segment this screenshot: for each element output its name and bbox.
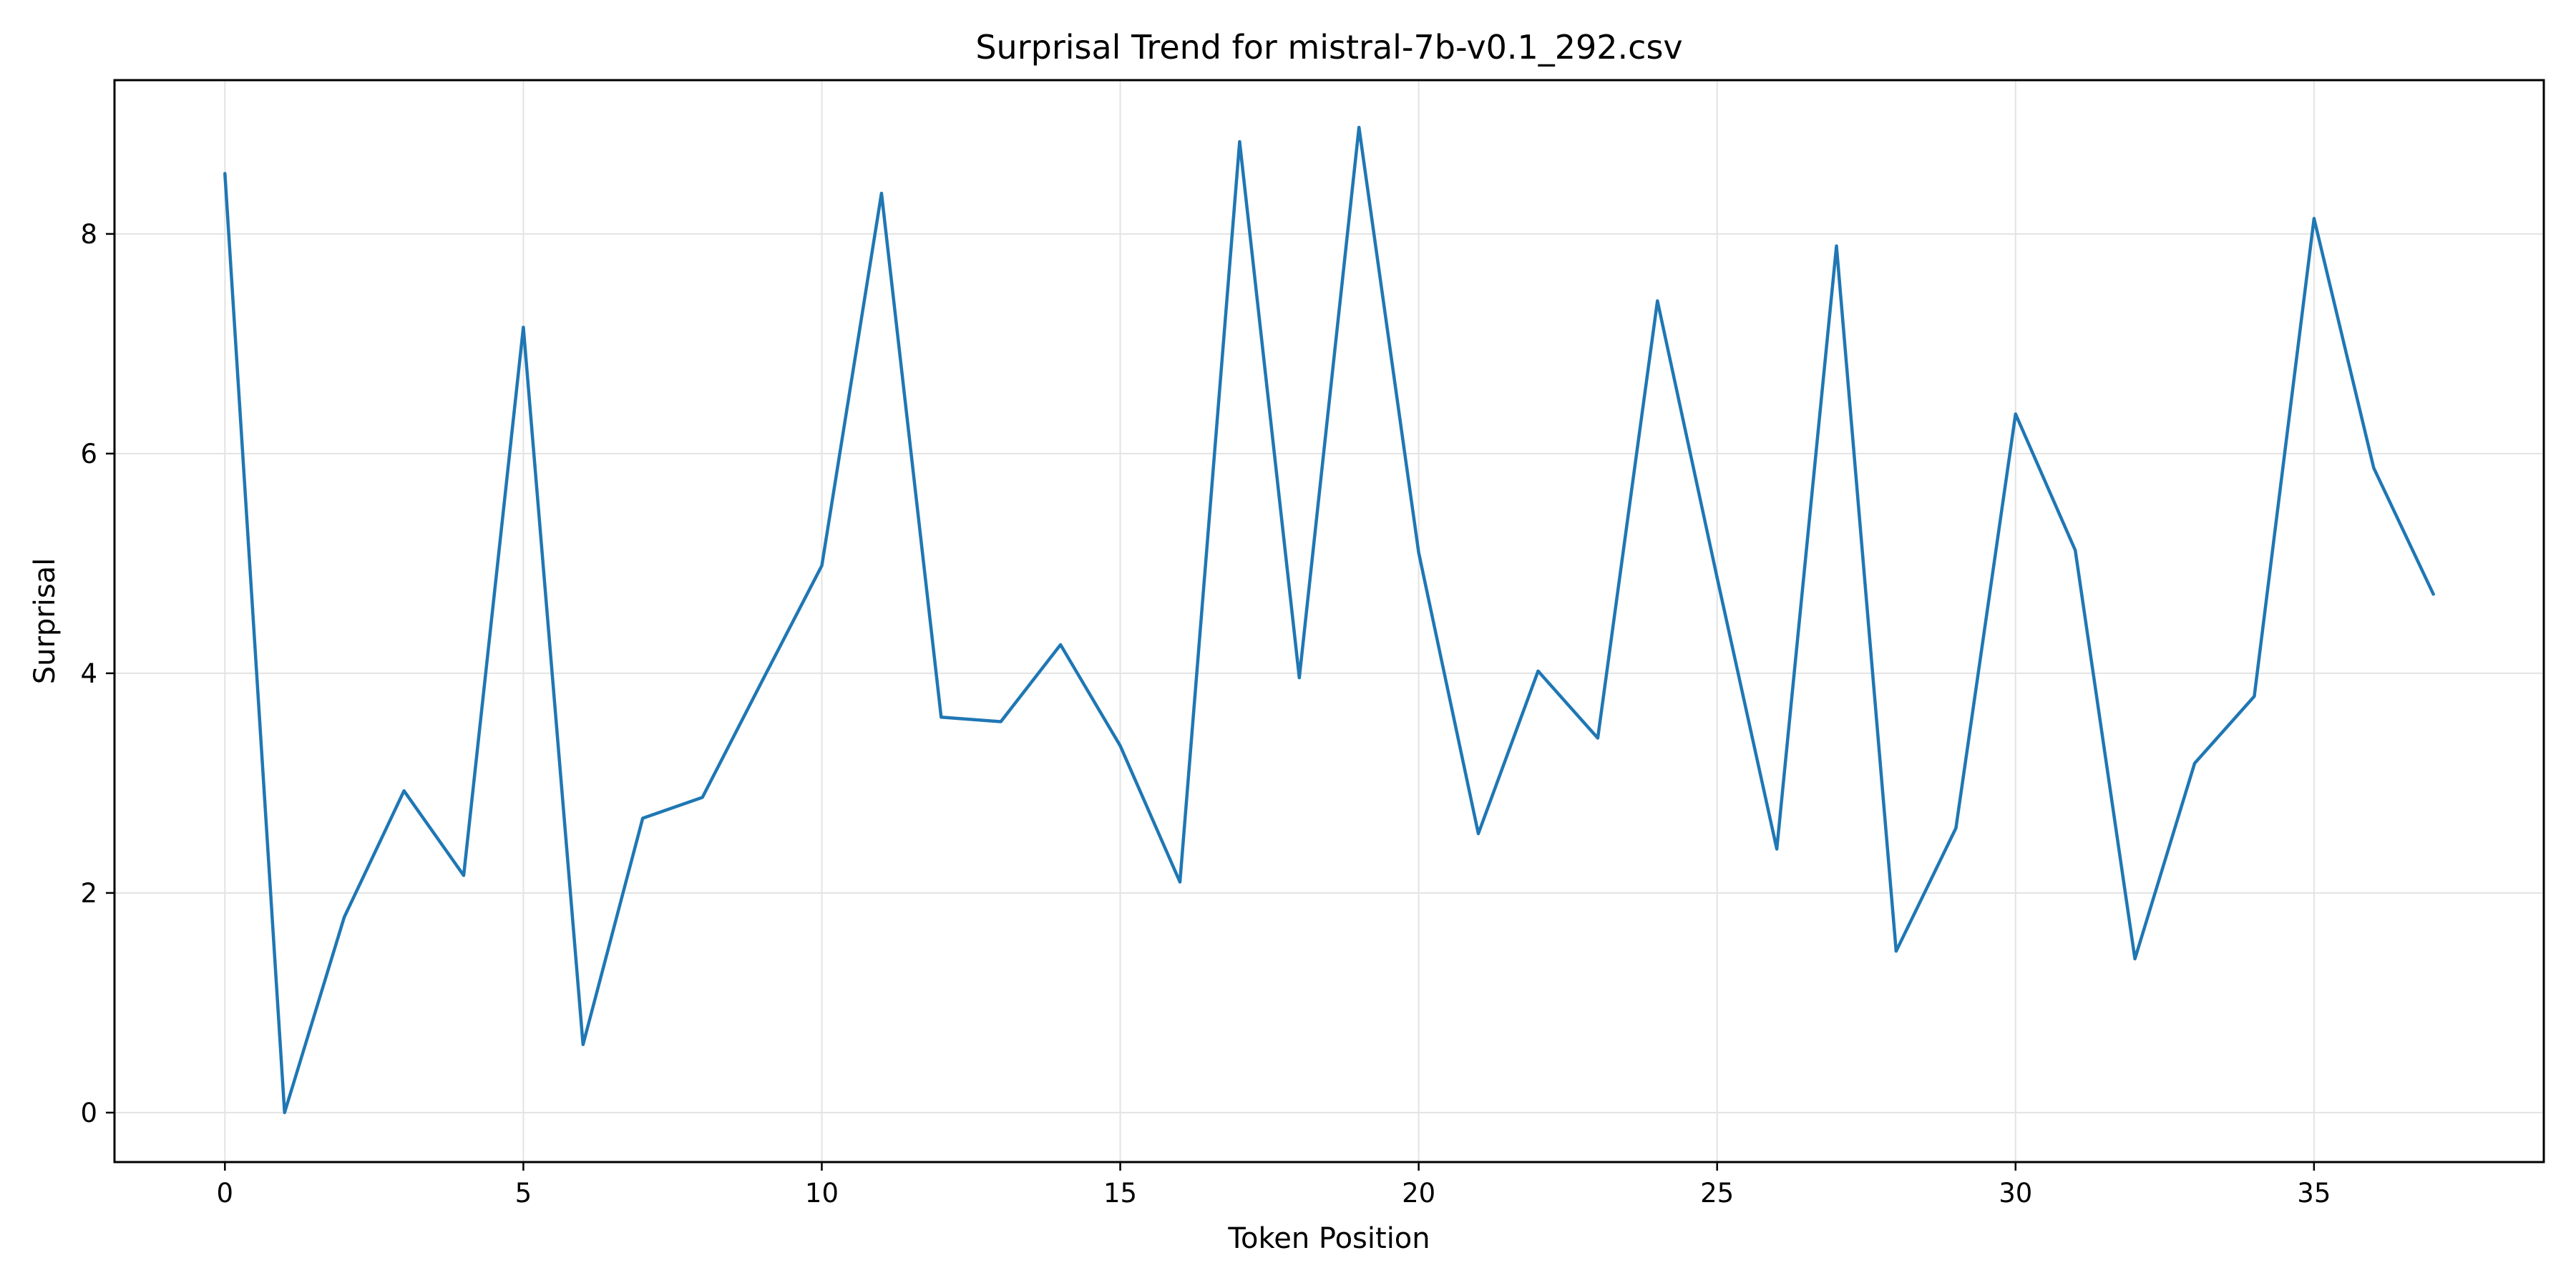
y-tick-label: 0	[80, 1098, 97, 1128]
chart-title: Surprisal Trend for mistral-7b-v0.1_292.…	[975, 28, 1682, 67]
x-tick-label: 5	[515, 1178, 532, 1209]
x-tick-label: 0	[217, 1178, 234, 1209]
x-tick-label: 15	[1103, 1178, 1137, 1209]
x-tick-label: 20	[1402, 1178, 1435, 1209]
y-tick-label: 8	[80, 219, 97, 250]
x-axis-title: Token Position	[1227, 1222, 1430, 1255]
series-layer	[223, 125, 2435, 1115]
series-line	[223, 125, 2435, 1115]
y-tick-label: 2	[80, 878, 97, 909]
x-tick-label: 30	[1999, 1178, 2032, 1209]
x-tick-label: 10	[805, 1178, 839, 1209]
x-tick-label: 35	[2297, 1178, 2331, 1209]
ticks: 0 5 10 15 20 25 30 35 0 2 4 6 8	[80, 219, 2331, 1209]
plot-frame	[113, 79, 2545, 1163]
y-tick-label: 4	[80, 658, 97, 689]
y-tick-label: 6	[80, 439, 97, 469]
grid	[114, 80, 2544, 1162]
y-axis-title: Surprisal	[29, 558, 62, 685]
x-tick-label: 25	[1700, 1178, 1734, 1209]
